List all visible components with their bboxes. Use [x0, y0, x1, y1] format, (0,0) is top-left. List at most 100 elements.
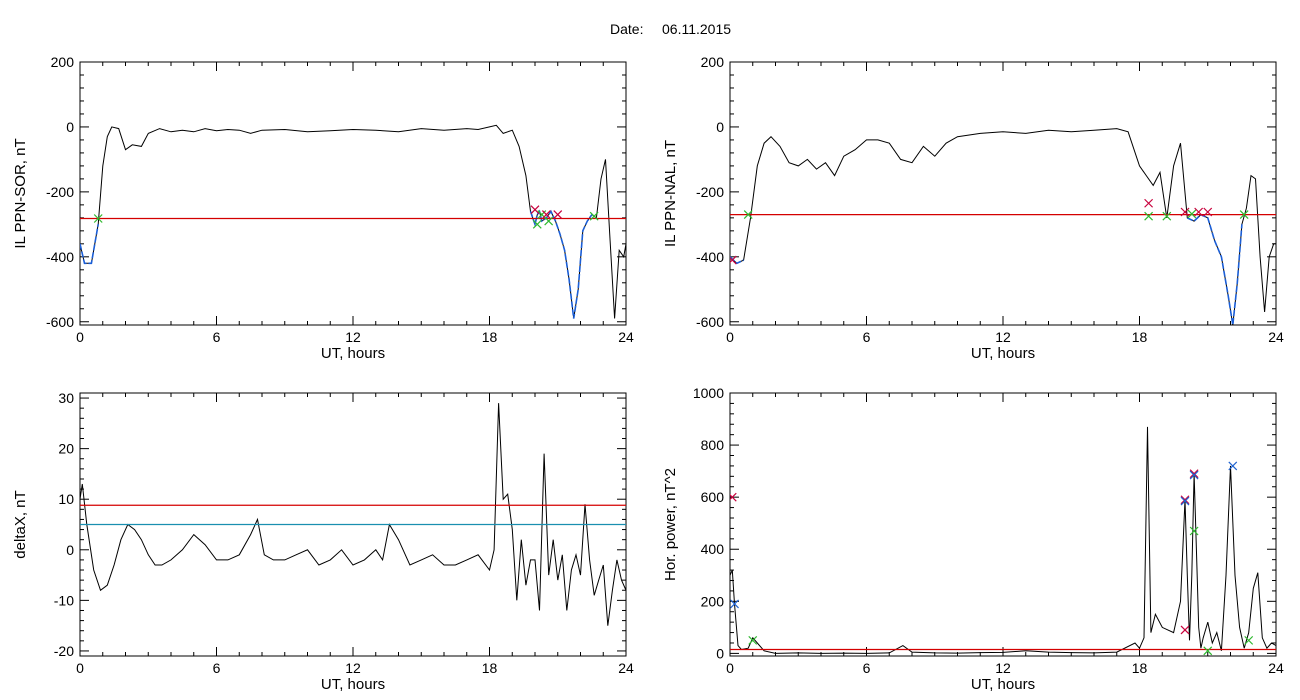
- chart-ppn-nal-y-tick-label: -200: [696, 184, 724, 200]
- chart-hor-power-marker-stroke: [1203, 646, 1213, 656]
- chart-deltax-y-axis-label: deltaX, nT: [12, 490, 29, 558]
- chart-ppn-nal-y-tick-label: 200: [701, 54, 725, 70]
- chart-hor-power-x-tick-label: 18: [1132, 660, 1148, 676]
- chart-ppn-sor-marker-stroke: [589, 211, 599, 221]
- chart-ppn-nal-x-tick-label: 6: [863, 329, 871, 345]
- chart-ppn-sor-marker-green: [544, 216, 554, 226]
- chart-deltax-x-tick-label: 6: [213, 660, 221, 676]
- chart-deltax-x-tick-label: 24: [618, 660, 634, 676]
- chart-hor-power-y-tick-label: 200: [701, 593, 725, 609]
- panel-ppn-nal: 0 6 12 18 24 -600 -400 -200 0 200 UT, hours IL PPN-…: [662, 54, 1284, 362]
- chart-ppn-nal-marker-green: [1239, 210, 1249, 220]
- chart-ppn-nal-marker-stroke: [1239, 210, 1249, 220]
- chart-ppn-nal-marker-stroke: [1162, 211, 1172, 221]
- chart-ppn-sor-y-tick-label: 0: [66, 119, 74, 135]
- chart-ppn-nal-marker-green: [1144, 211, 1154, 221]
- chart-ppn-nal-y-axis-label: IL PPN-NAL, nT: [662, 140, 679, 247]
- chart-ppn-nal-highlight-segment: [730, 256, 744, 265]
- chart-ppn-sor-plot-frame: [79, 61, 627, 326]
- date-value: 06.11.2015: [662, 21, 731, 37]
- chart-ppn-nal-x-tick-label: 12: [995, 329, 1011, 345]
- chart-hor-power-marker-stroke: [730, 492, 737, 501]
- chart-deltax-x-tick-label: 12: [345, 660, 361, 676]
- chart-ppn-sor-y-tick-label: -400: [46, 249, 74, 265]
- chart-ppn-sor-marker-stroke: [553, 210, 563, 220]
- chart-hor-power-marker-stroke: [1180, 496, 1190, 506]
- chart-hor-power-marker-red: [1189, 469, 1199, 479]
- date-label: Date:: [610, 21, 643, 37]
- chart-ppn-nal-marker-stroke: [743, 210, 753, 220]
- chart-deltax-y-tick-label: -10: [54, 592, 74, 608]
- chart-hor-power-marker-blue: [1228, 461, 1238, 471]
- chart-ppn-nal-marker-green: [1187, 209, 1197, 219]
- chart-hor-power-marker-stroke: [1189, 469, 1199, 479]
- chart-hor-power-x-tick-label: 0: [726, 660, 734, 676]
- chart-ppn-nal-marker-stroke: [1144, 198, 1154, 208]
- chart-ppn-nal-marker-stroke: [730, 255, 737, 264]
- chart-ppn-sor-marker-red: [553, 210, 563, 220]
- chart-hor-power-marker-blue: [1180, 496, 1190, 506]
- chart-hor-power-x-axis-label: UT, hours: [971, 676, 1035, 693]
- chart-hor-power-marker-stroke: [1228, 461, 1238, 471]
- chart-ppn-sor-marker-red: [541, 210, 551, 220]
- chart-hor-power-y-axis-label: Hor. power, nT^2: [662, 468, 679, 581]
- chart-ppn-sor-x-tick-label: 6: [213, 329, 221, 345]
- chart-deltax-y-tick-label: 10: [58, 491, 74, 507]
- chart-hor-power-marker-stroke: [748, 635, 758, 645]
- chart-ppn-nal-marker-red: [1144, 198, 1154, 208]
- chart-hor-power-marker-red: [730, 492, 737, 502]
- chart-ppn-nal-x-tick-label: 0: [726, 329, 734, 345]
- chart-ppn-sor-y-tick-label: 200: [51, 54, 75, 70]
- chart-hor-power-marker-blue: [730, 599, 739, 609]
- chart-ppn-nal-x-tick-label: 24: [1268, 329, 1284, 345]
- chart-ppn-nal-marker-stroke: [1187, 209, 1197, 219]
- chart-ppn-sor-x-axis-label: UT, hours: [321, 345, 385, 362]
- chart-ppn-nal-y-tick-label: -400: [696, 249, 724, 265]
- chart-ppn-sor-x-tick-label: 12: [345, 329, 361, 345]
- chart-ppn-nal-series-line: [730, 128, 1276, 325]
- chart-hor-power-y-tick-label: 0: [716, 645, 724, 661]
- chart-hor-power-marker-stroke: [1180, 625, 1190, 635]
- chart-ppn-nal-marker-red: [1180, 207, 1190, 217]
- chart-ppn-sor-y-tick-label: -600: [46, 314, 74, 330]
- chart-ppn-sor-marker-green: [93, 214, 103, 223]
- chart-hor-power-marker-green: [1189, 526, 1199, 536]
- panel-deltax: 0 6 12 18 24 -20 -10 0 10 20 30 UT, hours deltaX, nT: [12, 390, 634, 693]
- chart-hor-power-y-tick-label: 400: [701, 541, 725, 557]
- chart-ppn-sor-marker-green: [589, 211, 599, 221]
- chart-hor-power-marker-red: [1180, 625, 1190, 635]
- chart-ppn-nal-marker-red: [1203, 207, 1213, 217]
- chart-deltax-x-axis-label: UT, hours: [321, 676, 385, 693]
- chart-ppn-nal-highlight-segment: [1186, 213, 1243, 325]
- chart-ppn-nal-y-tick-label: 0: [716, 119, 724, 135]
- chart-hor-power-marker-stroke: [730, 599, 739, 609]
- chart-hor-power-marker-blue: [1189, 470, 1199, 480]
- chart-hor-power-series-line: [730, 426, 1276, 654]
- chart-hor-power-y-tick-label: 600: [701, 489, 725, 505]
- chart-hor-power-marker-green: [748, 635, 758, 645]
- chart-deltax-series-line: [80, 403, 626, 626]
- chart-deltax-x-tick-label: 18: [482, 660, 498, 676]
- chart-ppn-sor-highlight-segment: [80, 224, 99, 265]
- chart-ppn-nal-marker-red: [730, 255, 737, 265]
- chart-ppn-sor-marker-red: [530, 205, 540, 215]
- chart-ppn-nal-y-tick-label: -600: [696, 314, 724, 330]
- chart-ppn-nal-marker-green: [1162, 211, 1172, 221]
- chart-ppn-nal-marker-stroke: [1180, 207, 1190, 217]
- chart-ppn-nal-x-tick-label: 18: [1132, 329, 1148, 345]
- chart-deltax-y-tick-label: 20: [58, 441, 74, 457]
- chart-deltax-y-tick-label: 30: [58, 390, 74, 406]
- chart-hor-power-marker-green: [1203, 646, 1213, 656]
- chart-ppn-nal-marker-stroke: [1144, 211, 1154, 221]
- chart-hor-power-marker-stroke: [1180, 495, 1190, 505]
- chart-ppn-nal-marker-stroke: [1203, 207, 1213, 217]
- chart-ppn-sor-y-axis-label: IL PPN-SOR, nT: [12, 138, 29, 248]
- chart-ppn-sor-marker-stroke: [93, 214, 103, 223]
- chart-hor-power-y-tick-label: 800: [701, 437, 725, 453]
- chart-ppn-sor-y-tick-label: -200: [46, 184, 74, 200]
- chart-deltax-x-tick-label: 0: [76, 660, 84, 676]
- chart-ppn-sor-marker-stroke: [541, 210, 551, 220]
- chart-ppn-sor-marker-stroke: [544, 216, 554, 226]
- chart-deltax-y-tick-label: 0: [66, 542, 74, 558]
